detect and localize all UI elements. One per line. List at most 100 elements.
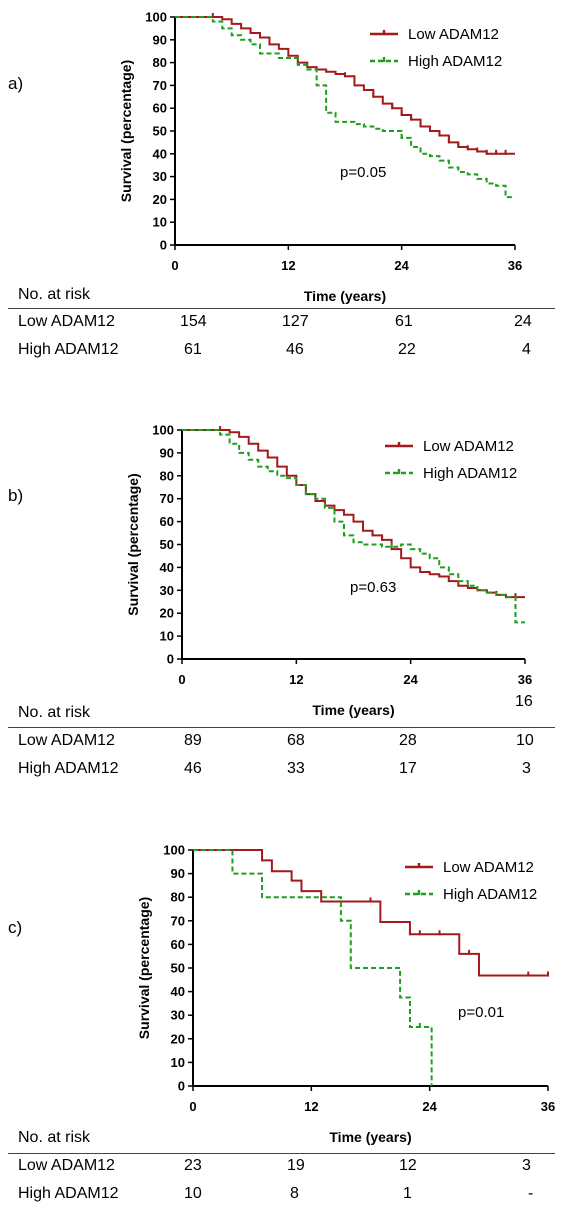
- panel-label-b: b): [8, 486, 24, 505]
- risk-row-low-b: Low ADAM12 89 68 28 10: [0, 732, 565, 754]
- y-tick-label: 100: [152, 423, 174, 438]
- y-axis-title: Survival (percentage): [136, 897, 152, 1039]
- x-tick-label: 24: [422, 1099, 437, 1114]
- risk-table-header-c: No. at risk: [18, 1129, 91, 1146]
- risk-table-header-a: No. at risk: [18, 286, 91, 303]
- series-line-high: [193, 849, 433, 1086]
- risk-cell: 61: [395, 313, 413, 330]
- risk-table-header-b: No. at risk: [18, 704, 91, 721]
- risk-cell: 3: [522, 1157, 531, 1174]
- survival-chart-a: 0 10 20 30 40 50 60 70 80 90 100 0 12 24 36 Time (years…: [118, 10, 522, 305]
- p-value-label: p=0.63: [350, 579, 396, 596]
- risk-cell: 46: [184, 760, 202, 777]
- risk-row-high-c: High ADAM12 10 8 1 -: [0, 1185, 565, 1207]
- y-tick-label: 40: [160, 560, 174, 575]
- x-tick-label: 36: [508, 258, 522, 273]
- y-tick-label: 80: [160, 468, 174, 483]
- y-tick-label: 50: [160, 537, 174, 552]
- y-axis-title: Survival (percentage): [125, 473, 141, 615]
- y-tick-label: 70: [160, 491, 174, 506]
- y-tick-label: 20: [160, 606, 174, 621]
- series-line-high: [182, 429, 525, 624]
- y-tick-label: 20: [153, 192, 167, 207]
- risk-cell: 10: [516, 732, 534, 749]
- y-tick-label: 80: [171, 890, 185, 905]
- risk-row-high-a: High ADAM12 61 46 22 4: [0, 341, 565, 363]
- panel-label-a: a): [8, 74, 24, 93]
- legend-label-low: Low ADAM12: [443, 859, 534, 876]
- y-tick-label: 90: [153, 32, 167, 47]
- y-tick-label: 60: [171, 937, 185, 952]
- y-tick-label: 30: [153, 169, 167, 184]
- legend-label-high: High ADAM12: [443, 886, 537, 903]
- panel-label-c: c): [8, 918, 23, 937]
- risk-row-label: Low ADAM12: [18, 313, 115, 330]
- y-tick-label: 90: [171, 866, 185, 881]
- y-tick-label: 100: [163, 843, 185, 858]
- x-axis-title: Time (years): [329, 1129, 411, 1145]
- risk-cell: 3: [522, 760, 531, 777]
- legend-label-high: High ADAM12: [423, 465, 517, 482]
- risk-row-label: High ADAM12: [18, 760, 119, 777]
- x-tick-label: 12: [281, 258, 295, 273]
- x-tick-label: 24: [403, 672, 418, 687]
- risk-table-rule-b: [8, 727, 555, 728]
- p-value-label: p=0.01: [458, 1004, 504, 1021]
- risk-row-label: High ADAM12: [18, 1185, 119, 1202]
- series-line-low: [193, 849, 548, 977]
- series-line-low: [182, 429, 525, 599]
- y-tick-label: 10: [153, 215, 167, 230]
- y-tick-label: 50: [153, 124, 167, 139]
- risk-row-high-b: High ADAM12 46 33 17 3: [0, 760, 565, 782]
- survival-chart-c: 0 10 20 30 40 50 60 70 80 90 100 0 12 24 36 Time (years…: [136, 843, 555, 1146]
- risk-table-rule-c: [8, 1153, 555, 1154]
- risk-cell: 89: [184, 732, 202, 749]
- risk-cell: 154: [180, 313, 207, 330]
- risk-cell: 61: [184, 341, 202, 358]
- risk-cell: 33: [287, 760, 305, 777]
- y-axis-title: Survival (percentage): [118, 60, 134, 202]
- y-tick-label: 10: [160, 629, 174, 644]
- y-tick-label: 60: [160, 514, 174, 529]
- series-line-high: [175, 16, 515, 199]
- risk-cell: 17: [399, 760, 417, 777]
- risk-cell: 1: [403, 1185, 412, 1202]
- risk-cell: 46: [286, 341, 304, 358]
- series-line-low: [175, 16, 515, 155]
- risk-cell: 127: [282, 313, 309, 330]
- risk-cell: 19: [287, 1157, 305, 1174]
- x-axis-title: Time (years): [304, 288, 386, 304]
- y-tick-label: 0: [160, 238, 167, 253]
- y-tick-label: 80: [153, 55, 167, 70]
- y-tick-label: 50: [171, 961, 185, 976]
- y-tick-label: 40: [171, 984, 185, 999]
- risk-cell: 24: [514, 313, 532, 330]
- survival-chart-b: 0 10 20 30 40 50 60 70 80 90 100 0 12 24 36 Time (years…: [125, 423, 532, 719]
- y-tick-label: 0: [167, 652, 174, 667]
- x-tick-label: 12: [304, 1099, 318, 1114]
- legend-label-low: Low ADAM12: [423, 438, 514, 455]
- y-tick-label: 60: [153, 101, 167, 116]
- legend-label-low: Low ADAM12: [408, 26, 499, 43]
- extra-label-b: 16: [515, 693, 533, 710]
- x-tick-label: 0: [178, 672, 185, 687]
- risk-cell: 10: [184, 1185, 202, 1202]
- y-tick-label: 40: [153, 146, 167, 161]
- p-value-label: p=0.05: [340, 164, 386, 181]
- x-tick-label: 0: [171, 258, 178, 273]
- x-axis-title: Time (years): [312, 702, 394, 718]
- risk-cell: 68: [287, 732, 305, 749]
- y-tick-label: 70: [153, 78, 167, 93]
- x-tick-label: 12: [289, 672, 303, 687]
- risk-cell: 23: [184, 1157, 202, 1174]
- risk-table-rule-a: [8, 308, 555, 309]
- y-tick-label: 70: [171, 913, 185, 928]
- risk-cell: 12: [399, 1157, 417, 1174]
- legend-label-high: High ADAM12: [408, 53, 502, 70]
- risk-cell: 22: [398, 341, 416, 358]
- x-tick-label: 36: [518, 672, 532, 687]
- risk-row-low-c: Low ADAM12 23 19 12 3: [0, 1157, 565, 1179]
- risk-row-label: Low ADAM12: [18, 732, 115, 749]
- risk-cell: 8: [290, 1185, 299, 1202]
- y-tick-label: 10: [171, 1055, 185, 1070]
